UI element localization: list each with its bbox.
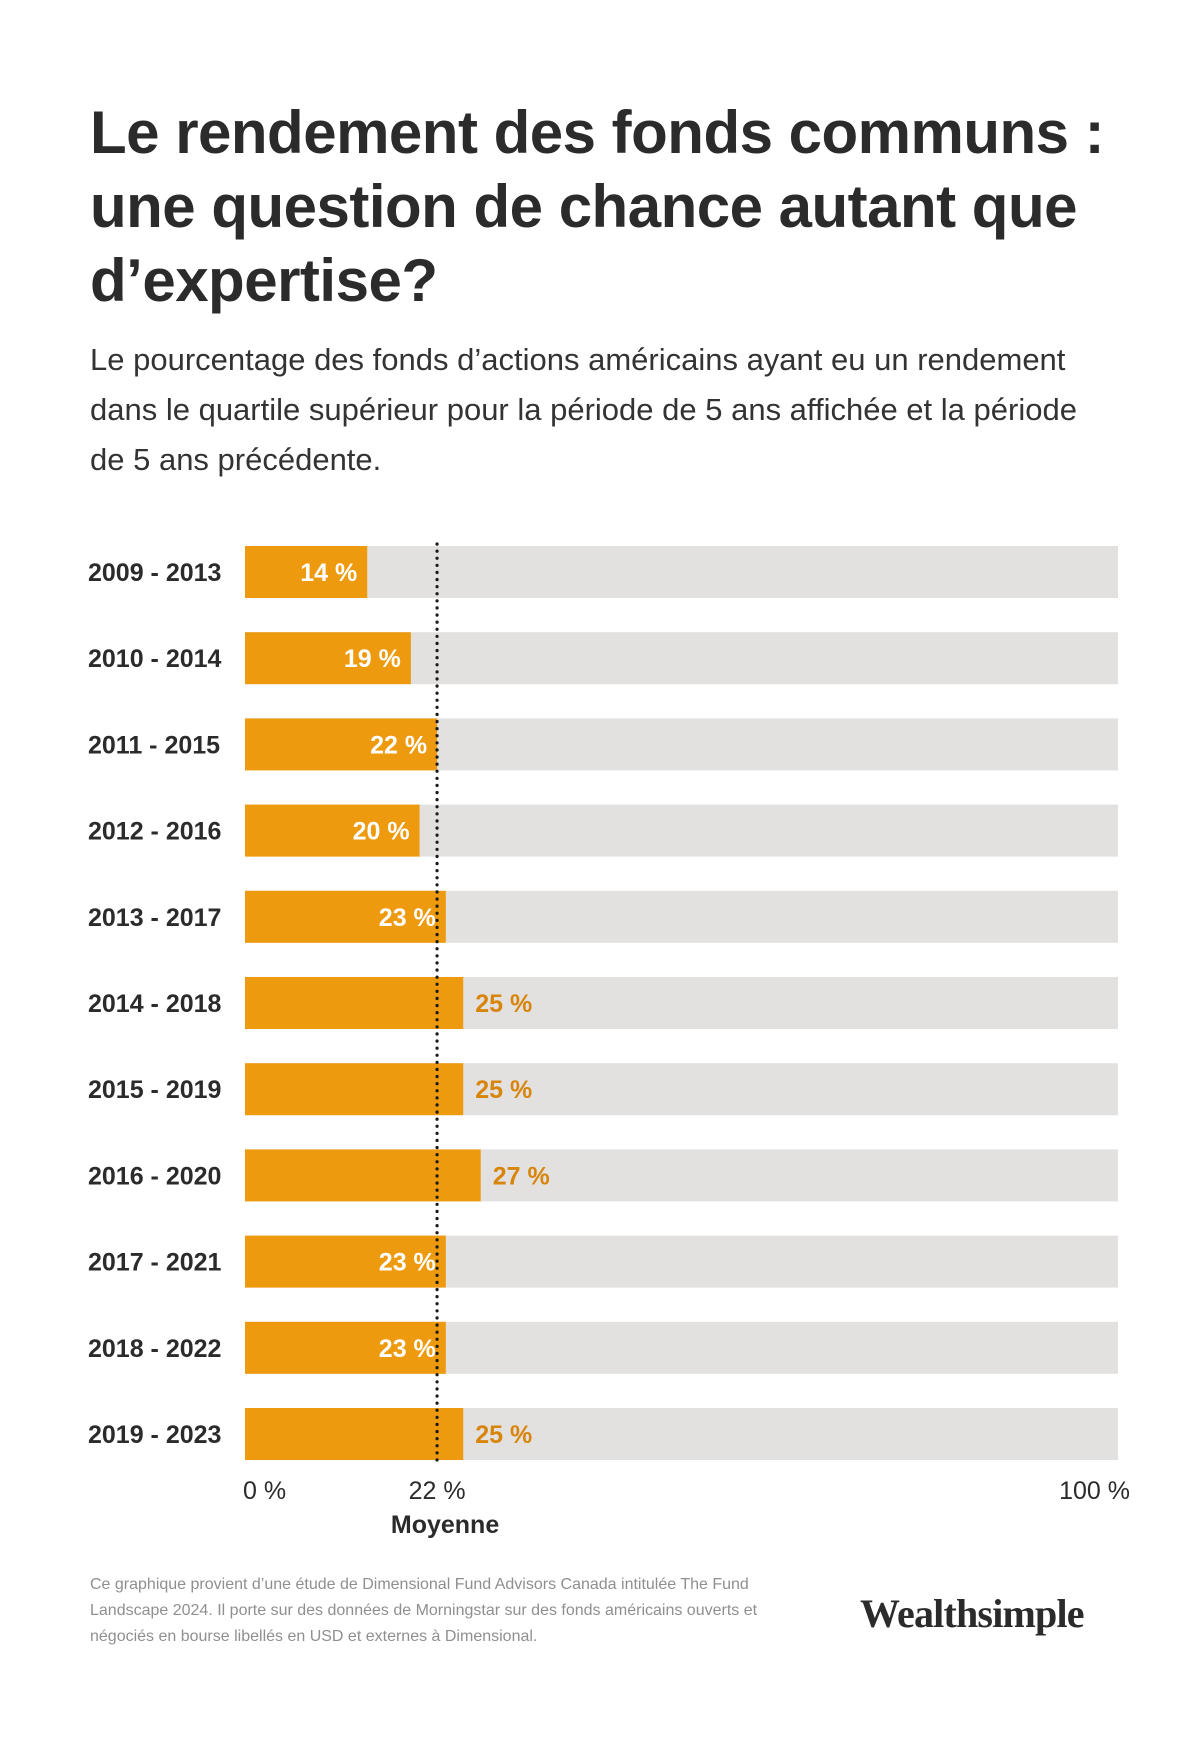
category-label: 2013 - 2017	[88, 904, 221, 932]
category-label: 2017 - 2021	[88, 1249, 222, 1277]
category-label: 2011 - 2015	[88, 731, 220, 759]
bar	[245, 546, 368, 598]
bar	[245, 718, 438, 771]
category-label: 2010 - 2014	[88, 645, 222, 673]
category-label: 2012 - 2016	[88, 818, 221, 846]
category-label: 2018 - 2022	[88, 1335, 221, 1363]
x-tick-label: 22 %	[409, 1477, 466, 1505]
data-label: 25 %	[475, 1421, 532, 1449]
data-label: 25 %	[475, 1076, 532, 1104]
data-label: 19 %	[344, 645, 401, 673]
bar	[245, 1321, 446, 1374]
bar	[245, 1063, 464, 1116]
data-label: 20 %	[353, 818, 410, 846]
bar-track	[245, 546, 1118, 598]
data-label: 23 %	[379, 904, 436, 932]
page-title: Le rendement des fonds communs : une que…	[90, 99, 1105, 314]
category-label: 2015 - 2019	[88, 1076, 221, 1104]
category-label: 2014 - 2018	[88, 990, 222, 1018]
data-label: 27 %	[493, 1162, 550, 1190]
bar	[245, 632, 411, 685]
chart-subtitle: Le pourcentage des fonds d’actions améri…	[90, 342, 1077, 477]
bar	[245, 977, 464, 1029]
average-label: Moyenne	[391, 1511, 499, 1539]
bar	[245, 890, 446, 943]
bar	[245, 1149, 481, 1202]
category-label: 2019 - 2023	[88, 1421, 221, 1449]
bar	[245, 1235, 446, 1288]
bar	[245, 804, 420, 857]
wealthsimple-logo: Wealthsimple	[860, 1591, 1085, 1636]
bar	[245, 1408, 464, 1460]
data-label: 14 %	[300, 559, 357, 587]
source-footnote: Ce graphique provient d’une étude de Dim…	[90, 1576, 758, 1645]
data-label: 25 %	[475, 990, 532, 1018]
data-label: 23 %	[379, 1249, 436, 1277]
x-tick-label: 100 %	[1059, 1477, 1130, 1505]
data-label: 23 %	[379, 1335, 436, 1363]
data-label: 22 %	[370, 731, 427, 759]
bar-chart: 2009 - 2013 14 % 2010 - 2014 19 % 2011 - 201…	[88, 542, 1130, 1539]
x-tick-label: 0 %	[243, 1477, 286, 1505]
category-label: 2016 - 2020	[88, 1162, 221, 1190]
category-label: 2009 - 2013	[88, 559, 221, 587]
